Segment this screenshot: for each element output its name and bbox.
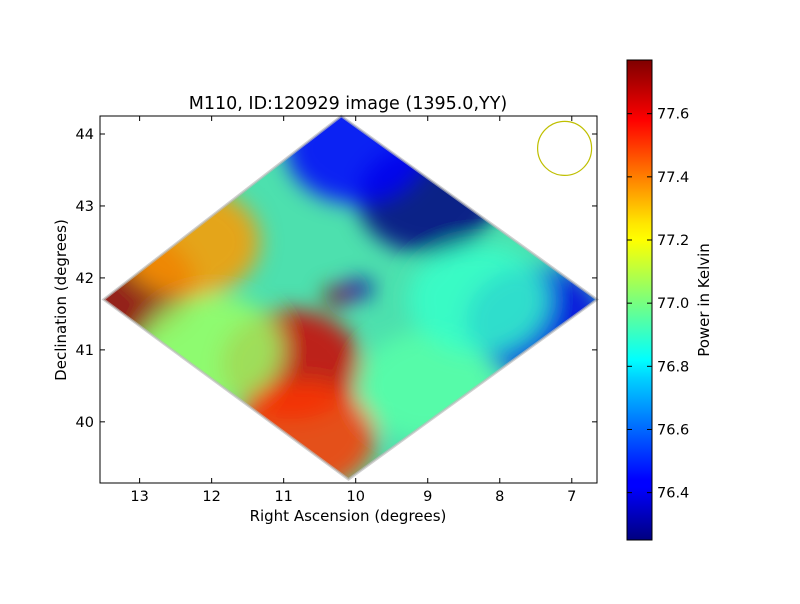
y-axis-ticks: 40 41 42 43 44 (76, 127, 597, 431)
map-feature (345, 279, 374, 298)
colorbar-tick-label: 77.6 (657, 107, 689, 123)
colorbar-tick-label: 76.8 (657, 359, 689, 375)
map-feature (141, 294, 282, 405)
map-feature (323, 286, 352, 305)
x-tick-label: 12 (202, 489, 220, 505)
y-tick-label: 43 (76, 199, 94, 215)
colorbar-tick-label: 76.4 (657, 486, 689, 502)
colorbar-ticks: 76.4 76.6 76.8 77.0 77.2 77.4 77.6 (627, 107, 689, 502)
map-feature (120, 186, 260, 297)
x-axis-label: Right Ascension (degrees) (250, 507, 447, 525)
x-tick-label: 8 (495, 489, 504, 505)
heatmap-map (103, 116, 597, 480)
colorbar-label: Power in Kelvin (695, 243, 713, 357)
x-axis-ticks: 13 12 11 10 9 8 7 (130, 116, 576, 505)
x-tick-label: 13 (130, 489, 148, 505)
colorbar-tick-label: 77.0 (657, 296, 689, 312)
y-tick-label: 40 (76, 415, 94, 431)
chart-title: M110, ID:120929 image (1395.0,YY) (189, 94, 507, 114)
colorbar-tick-label: 77.4 (657, 170, 689, 186)
y-tick-label: 41 (76, 343, 94, 359)
colorbar-tick-label: 77.2 (657, 233, 689, 249)
x-tick-label: 9 (423, 489, 432, 505)
colorbar-tick-label: 76.6 (657, 422, 689, 438)
x-tick-label: 10 (346, 489, 364, 505)
map-outline (101, 114, 600, 481)
y-tick-label: 42 (76, 271, 94, 287)
y-tick-label: 44 (76, 127, 94, 143)
x-tick-label: 7 (567, 489, 576, 505)
x-tick-label: 11 (274, 489, 292, 505)
y-axis-label: Declination (degrees) (52, 219, 70, 381)
map-feature (408, 244, 549, 355)
plot-frame (99, 115, 598, 484)
beam-circle-marker (536, 120, 593, 176)
colorbar (626, 59, 653, 541)
